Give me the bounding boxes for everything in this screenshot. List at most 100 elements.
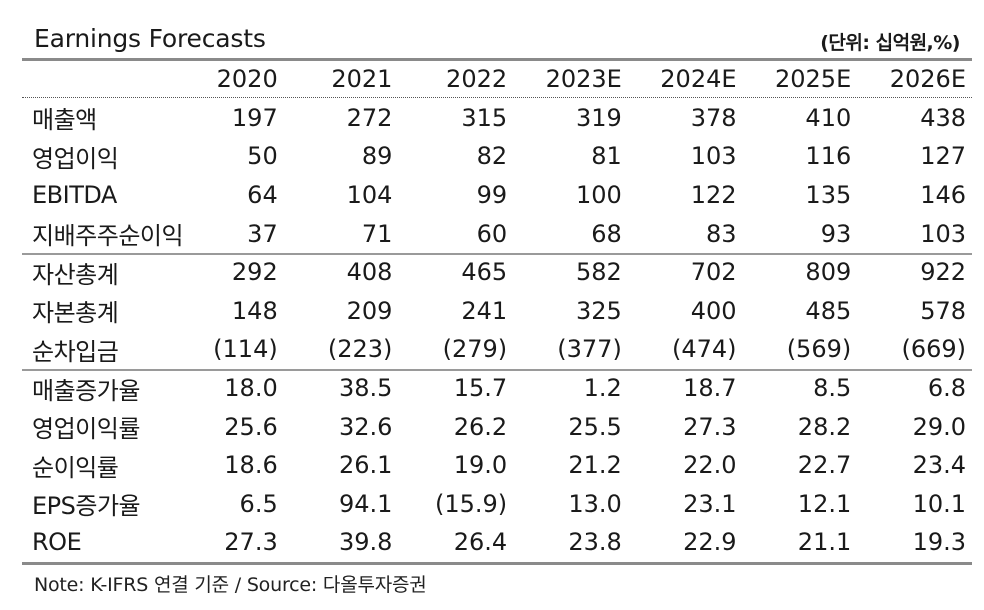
table-cell: 122 (690, 181, 737, 210)
column-header: 2021 (331, 65, 393, 94)
table-cell: 10.1 (912, 489, 966, 518)
table-cell: (223) (327, 335, 393, 364)
table-cell: 22.0 (683, 451, 737, 480)
table-cell: 32.6 (338, 412, 393, 441)
table-cell: 578 (920, 296, 966, 325)
table-cell: 378 (690, 103, 737, 132)
earnings-table: 2020 2021 2022 2023E 2024E 2025E 2026E 매… (22, 60, 972, 562)
table-cell: 27.3 (683, 412, 737, 441)
table-cell: 15.7 (453, 374, 508, 403)
group-divider (22, 253, 972, 255)
table-cell: 23.1 (683, 489, 737, 518)
table-cell: 25.5 (568, 412, 622, 441)
table-cell: 146 (920, 181, 966, 210)
table-cell: (377) (557, 335, 622, 364)
table-row: ROE 27.3 39.8 26.4 23.8 22.9 21.1 19.3 (22, 523, 972, 562)
table-cell: 71 (361, 219, 393, 248)
table-cell: 26.1 (338, 451, 393, 480)
table-cell: 135 (805, 181, 852, 210)
table-cell: 39.8 (338, 528, 393, 557)
unit-label: (단위: 십억원,%) (820, 32, 960, 54)
table-cell: 116 (805, 142, 852, 171)
table-cell: 18.6 (224, 451, 278, 480)
row-label: EPS증가율 (32, 492, 141, 521)
row-label: 매출증가율 (32, 376, 140, 405)
table-cell: (569) (786, 335, 852, 364)
column-header: 2022 (446, 65, 508, 94)
table-cell: 103 (920, 219, 966, 248)
table-cell: 23.4 (912, 451, 966, 480)
table-row: 자본총계 148 209 241 325 400 485 578 (22, 292, 972, 331)
table-row: EPS증가율 6.5 94.1 (15.9) 13.0 23.1 12.1 10.1 (22, 485, 972, 524)
table-cell: 325 (576, 296, 622, 325)
row-label: 영업이익률 (32, 415, 140, 444)
table-row: EBITDA 64 104 99 100 122 135 146 (22, 176, 972, 215)
footnote: Note: K-IFRS 연결 기준 / Source: 다올투자증권 (34, 574, 427, 596)
column-header: 2024E (660, 65, 737, 94)
table-cell: 99 (476, 181, 508, 210)
table-cell: 68 (591, 219, 622, 248)
table-cell: 82 (476, 142, 508, 171)
row-label: 자산총계 (32, 260, 119, 289)
column-header: 2020 (216, 65, 278, 94)
table-cell: 6.5 (239, 489, 278, 518)
table-cell: 292 (231, 258, 278, 287)
table-cell: 197 (231, 103, 278, 132)
row-label: 순차입금 (32, 337, 119, 366)
table-row: 순차입금 (114) (223) (279) (377) (474) (569) (669) (22, 330, 972, 369)
table-cell: 81 (591, 142, 622, 171)
table-cell: 38.5 (338, 374, 393, 403)
table-cell: 18.7 (683, 374, 737, 403)
table-cell: 13.0 (568, 489, 622, 518)
table-cell: (114) (213, 335, 278, 364)
table-cell: 465 (461, 258, 508, 287)
table-cell: (15.9) (434, 489, 508, 518)
table-cell: 922 (920, 258, 966, 287)
table-cell: 485 (805, 296, 852, 325)
table-cell: 809 (805, 258, 852, 287)
row-label: EBITDA (32, 181, 117, 210)
table-cell: 702 (690, 258, 737, 287)
table-cell: 26.4 (453, 528, 508, 557)
table-cell: 19.3 (912, 528, 966, 557)
table-cell: 18.0 (224, 374, 278, 403)
column-header: 2025E (774, 65, 852, 94)
table-cell: 60 (476, 219, 508, 248)
row-label: ROE (32, 528, 82, 557)
table-cell: (669) (901, 335, 966, 364)
table-cell: 319 (576, 103, 622, 132)
table-cell: 6.8 (927, 374, 966, 403)
table-cell: 21.2 (568, 451, 622, 480)
table-cell: 1.2 (583, 374, 622, 403)
table-row: 매출액 197 272 315 319 378 410 438 (22, 99, 972, 138)
table-cell: 12.1 (797, 489, 852, 518)
table-cell: 50 (247, 142, 278, 171)
table-cell: 410 (805, 103, 852, 132)
table-cell: 83 (705, 219, 737, 248)
row-label: 지배주주순이익 (32, 222, 184, 251)
table-cell: 89 (361, 142, 393, 171)
table-cell: 23.8 (568, 528, 622, 557)
row-label: 순이익률 (32, 453, 119, 482)
table-cell: 25.6 (224, 412, 278, 441)
row-label: 자본총계 (32, 299, 119, 328)
table-cell: 103 (690, 142, 737, 171)
table-cell: 127 (920, 142, 966, 171)
table-cell: 438 (920, 103, 966, 132)
table-cell: 64 (247, 181, 278, 210)
table-cell: 100 (576, 181, 622, 210)
row-label: 매출액 (32, 106, 97, 135)
table-cell: 27.3 (224, 528, 278, 557)
table-cell: (279) (442, 335, 508, 364)
table-cell: 148 (231, 296, 278, 325)
table-cell: 26.2 (453, 412, 508, 441)
bottom-rule (22, 562, 972, 565)
table-cell: 22.7 (797, 451, 852, 480)
table-cell: 93 (820, 219, 852, 248)
table-cell: 315 (461, 103, 508, 132)
table-row: 순이익률 18.6 26.1 19.0 21.2 22.0 22.7 23.4 (22, 446, 972, 485)
header-corner (22, 60, 169, 99)
table-cell: 582 (576, 258, 622, 287)
table-cell: 22.9 (683, 528, 737, 557)
table-cell: 19.0 (453, 451, 508, 480)
